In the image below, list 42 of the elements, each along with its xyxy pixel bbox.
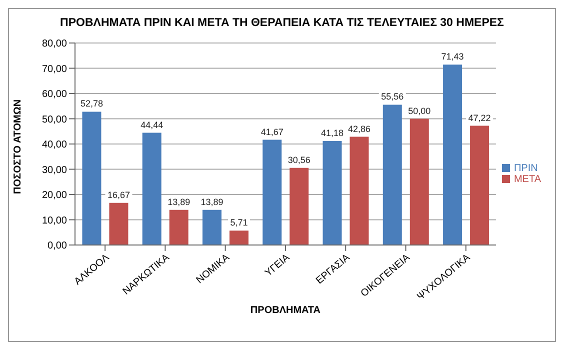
legend-label: ΠΡΙΝ	[514, 163, 538, 174]
bar	[350, 136, 369, 245]
bar	[290, 168, 309, 245]
bar	[82, 112, 102, 245]
bar	[109, 202, 128, 245]
bar	[142, 132, 162, 245]
data-label: 30,56	[288, 154, 310, 165]
bar	[382, 104, 402, 245]
legend-label: ΜΕΤΑ	[514, 174, 541, 185]
y-tick-label: 70,00	[42, 64, 68, 75]
y-tick-label: 60,00	[42, 89, 68, 100]
data-label: 13,89	[200, 196, 224, 207]
data-label: 41,67	[260, 126, 284, 137]
bar	[443, 64, 462, 245]
data-label: 44,44	[140, 120, 164, 130]
bar	[169, 210, 188, 245]
y-axis-title: ΠΟΣΟΣΤΟ ΑΤΟΜΩΝ	[12, 99, 24, 194]
y-tick-label: 80,00	[42, 38, 68, 50]
bar	[229, 230, 248, 245]
y-tick-label: 20,00	[42, 190, 68, 202]
y-tick-label: 0,00	[48, 240, 68, 252]
data-label: 41,18	[320, 128, 344, 138]
bar	[202, 210, 222, 245]
bar	[410, 118, 429, 245]
chart-title: ΠΡΟΒΛΗΜΑΤΑ ΠΡΙΝ ΚΑΙ ΜΕΤΑ ΤΗ ΘΕΡΑΠΕΙΑ ΚΑΤΑ ΤΙΣ ΤΕΛΕΥΤΑΙΕΣ 30 ΗΜΕΡΕΣ	[59, 16, 505, 29]
y-tick-label: 50,00	[42, 114, 68, 126]
data-label: 55,56	[381, 92, 404, 102]
y-tick-label: 10,00	[42, 215, 68, 226]
bar	[262, 140, 282, 245]
data-label: 52,78	[80, 98, 103, 109]
data-label: 13,89	[168, 196, 190, 207]
x-axis-title: ΠΡΟΒΛΗΜΑΤΑ	[250, 305, 321, 316]
bar	[322, 141, 342, 245]
data-label: 47,22	[468, 112, 491, 123]
data-label: 50,00	[408, 106, 431, 116]
data-label: 5,71	[230, 218, 248, 228]
data-label: 42,86	[348, 124, 371, 134]
data-label: 16,67	[107, 190, 130, 200]
y-tick-label: 30,00	[42, 164, 68, 176]
y-tick-label: 40,00	[42, 140, 68, 151]
bar	[470, 126, 490, 245]
data-label: 71,43	[441, 52, 464, 62]
